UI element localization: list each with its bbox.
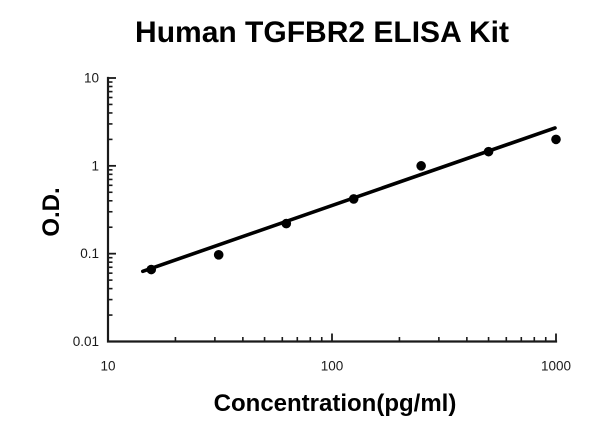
data-point: [551, 134, 561, 145]
y-tick-label: 0.1: [80, 246, 99, 261]
data-point: [416, 161, 426, 171]
fit-line: [140, 126, 557, 274]
y-tick-label: 1: [91, 158, 99, 173]
x-tick-label: 100: [321, 359, 344, 374]
data-point: [213, 250, 224, 260]
x-tick-label: 1000: [541, 359, 571, 374]
chart-title: Human TGFBR2 ELISA Kit: [135, 16, 509, 49]
y-tick-label: 10: [84, 71, 99, 86]
axes: [106, 76, 558, 343]
y-tick-label: 0.01: [73, 334, 99, 349]
x-axis-title: Concentration(pg/ml): [213, 390, 457, 417]
x-tick-label: 10: [100, 359, 115, 374]
